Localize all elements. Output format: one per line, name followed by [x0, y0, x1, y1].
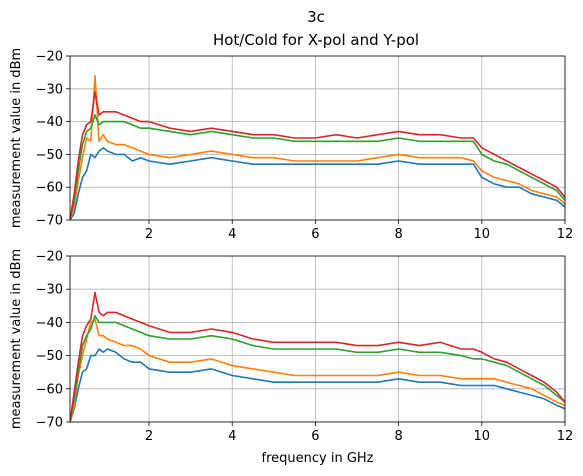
x-tick-label: 2 [145, 429, 153, 444]
x-tick-label: 10 [474, 227, 491, 242]
y-tick-label: −40 [36, 316, 63, 331]
y-tick-label: −30 [36, 283, 63, 298]
x-tick-label: 10 [474, 429, 491, 444]
x-axis-label: frequency in GHz [262, 451, 374, 466]
figure-subtitle: Hot/Cold for X-pol and Y-pol [213, 31, 419, 49]
y-tick-label: −60 [36, 181, 63, 196]
y-tick-label: −50 [36, 148, 63, 163]
y-tick-label: −70 [36, 416, 63, 431]
x-tick-label: 2 [145, 227, 153, 242]
plot-frame [69, 255, 566, 423]
x-tick-label: 12 [557, 227, 574, 242]
figure-title: 3c [307, 8, 325, 26]
series-line-3 [70, 291, 565, 422]
y-tick-label: −20 [36, 50, 63, 65]
y-tick-label: −40 [36, 115, 63, 130]
x-tick-label: 12 [557, 429, 574, 444]
x-tick-label: 6 [311, 429, 319, 444]
series-line-2 [70, 314, 565, 422]
series-line-0 [70, 348, 565, 422]
x-tick-label: 8 [394, 227, 402, 242]
y-tick-label: −70 [36, 214, 63, 229]
top-plot: 2 4 6 8 10 12 −70 −60 −50 −40 −30 −20 measurement va… [9, 48, 573, 242]
series-line-0 [70, 147, 565, 220]
x-tick-label: 4 [228, 429, 236, 444]
x-tick-label: 6 [311, 227, 319, 242]
bottom-plot: 2 4 6 8 10 12 −70 −60 −50 −40 −30 −20 measurement va… [9, 249, 573, 466]
plot-frame [69, 55, 566, 221]
y-tick-label: −20 [36, 250, 63, 265]
y-tick-label: −60 [36, 382, 63, 397]
x-tick-label: 8 [394, 429, 402, 444]
y-tick-label: −50 [36, 349, 63, 364]
series-line-1 [70, 74, 565, 220]
y-axis-label: measurement value in dBm [9, 48, 24, 228]
series-line-3 [70, 91, 565, 220]
y-axis-label: measurement value in dBm [9, 249, 24, 429]
y-tick-label: −30 [36, 82, 63, 97]
x-tick-label: 4 [228, 227, 236, 242]
series-line-1 [70, 318, 565, 422]
series-line-2 [70, 114, 565, 220]
